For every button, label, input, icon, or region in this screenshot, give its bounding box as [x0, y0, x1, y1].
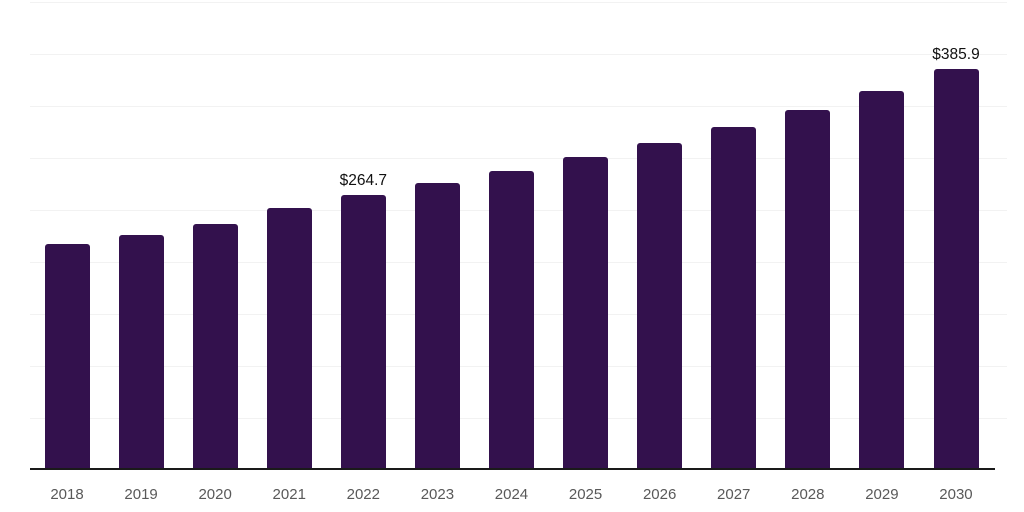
bar-2020: [192, 224, 238, 470]
x-tick-label-2018: 2018: [50, 486, 84, 503]
gridline: [30, 54, 1007, 55]
bar-2025: [563, 157, 609, 470]
value-label-2030: $385.9: [932, 46, 980, 63]
x-tick-label-2024: 2024: [494, 486, 529, 503]
x-tick-label-2029: 2029: [865, 486, 899, 503]
bar-2019: [118, 235, 164, 470]
bar-2021: [266, 208, 312, 470]
gridline: [30, 106, 1007, 107]
bar-2029: [859, 91, 905, 470]
bar-2030: [933, 69, 979, 470]
value-label-2022: $264.7: [339, 172, 388, 189]
x-tick-label-2027: 2027: [717, 486, 751, 503]
x-tick-label-2020: 2020: [198, 486, 232, 503]
x-tick-label-2026: 2026: [642, 486, 677, 503]
gridline: [30, 158, 1007, 159]
gridline: [30, 2, 1007, 3]
bar-2018: [44, 244, 90, 470]
x-tick-label-2022: 2022: [346, 486, 380, 503]
bar-2028: [785, 110, 831, 470]
x-tick-label-2028: 2028: [791, 486, 825, 503]
bar-2022: [340, 195, 386, 470]
x-tick-label-2021: 2021: [272, 486, 306, 503]
x-tick-label-2025: 2025: [568, 486, 603, 503]
x-tick-label-2030: 2030: [939, 486, 973, 503]
x-tick-label-2019: 2019: [124, 486, 158, 503]
x-tick-label-2023: 2023: [420, 486, 455, 503]
bar-2026: [637, 143, 683, 470]
bar-2023: [414, 183, 460, 470]
x-axis-line: [30, 468, 995, 470]
bar-2027: [711, 127, 757, 470]
bar-2024: [489, 171, 535, 470]
